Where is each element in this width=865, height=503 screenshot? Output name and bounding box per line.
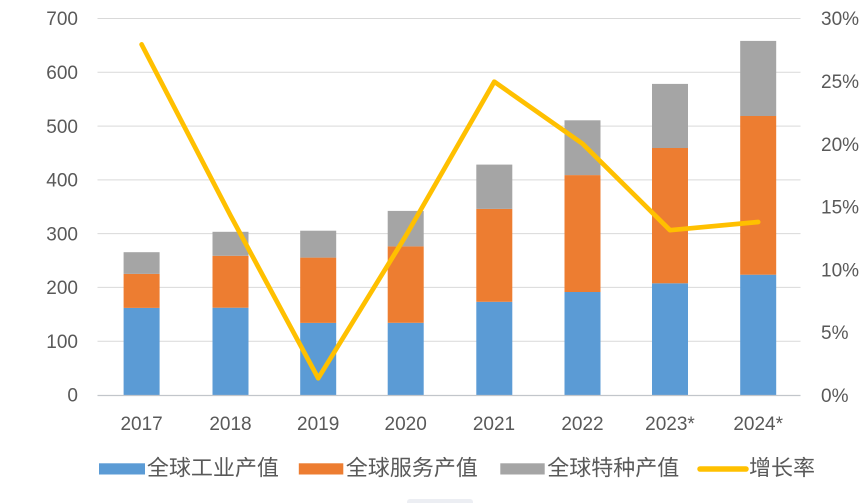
svg-text:2021: 2021	[473, 414, 515, 435]
svg-text:2022: 2022	[561, 414, 603, 435]
svg-text:30%: 30%	[821, 9, 859, 30]
svg-text:500: 500	[46, 117, 78, 138]
svg-text:700: 700	[46, 9, 78, 30]
svg-text:2020: 2020	[385, 414, 427, 435]
svg-text:600: 600	[46, 63, 78, 84]
svg-text:400: 400	[46, 171, 78, 192]
svg-text:300: 300	[46, 224, 78, 245]
svg-text:0: 0	[67, 386, 78, 407]
svg-text:2023*: 2023*	[645, 414, 695, 435]
svg-text:20%: 20%	[821, 135, 859, 156]
svg-text:10%: 10%	[821, 260, 859, 281]
svg-text:2024*: 2024*	[733, 414, 783, 435]
svg-text:0%: 0%	[821, 386, 849, 407]
svg-text:200: 200	[46, 278, 78, 299]
svg-text:2018: 2018	[209, 414, 251, 435]
svg-text:100: 100	[46, 332, 78, 353]
svg-text:15%: 15%	[821, 198, 859, 219]
svg-text:2019: 2019	[297, 414, 339, 435]
svg-text:5%: 5%	[821, 323, 849, 344]
svg-text:2017: 2017	[120, 414, 162, 435]
svg-text:25%: 25%	[821, 72, 859, 93]
